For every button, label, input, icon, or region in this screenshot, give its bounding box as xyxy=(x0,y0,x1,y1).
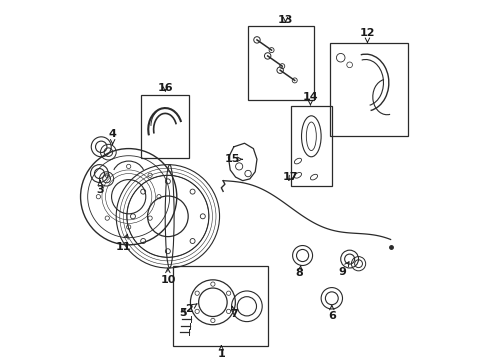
Text: 1: 1 xyxy=(217,346,225,359)
Text: 3: 3 xyxy=(96,180,104,194)
Text: 16: 16 xyxy=(157,83,173,93)
Text: 2: 2 xyxy=(185,304,197,314)
Text: 9: 9 xyxy=(338,262,348,276)
Text: 10: 10 xyxy=(160,268,175,285)
Bar xyxy=(329,44,407,136)
Text: 13: 13 xyxy=(277,15,293,25)
Bar xyxy=(247,26,313,100)
Text: 14: 14 xyxy=(302,92,318,105)
Text: 12: 12 xyxy=(359,28,374,42)
Text: 5: 5 xyxy=(179,307,186,318)
Text: 4: 4 xyxy=(108,129,116,144)
Text: 8: 8 xyxy=(295,266,303,278)
Text: 17: 17 xyxy=(283,172,298,182)
Bar xyxy=(141,95,189,158)
Text: 7: 7 xyxy=(229,306,237,319)
Bar xyxy=(290,106,331,186)
Text: 11: 11 xyxy=(115,234,131,252)
Text: 15: 15 xyxy=(224,154,242,164)
Bar xyxy=(173,266,267,346)
Text: 6: 6 xyxy=(327,305,335,321)
